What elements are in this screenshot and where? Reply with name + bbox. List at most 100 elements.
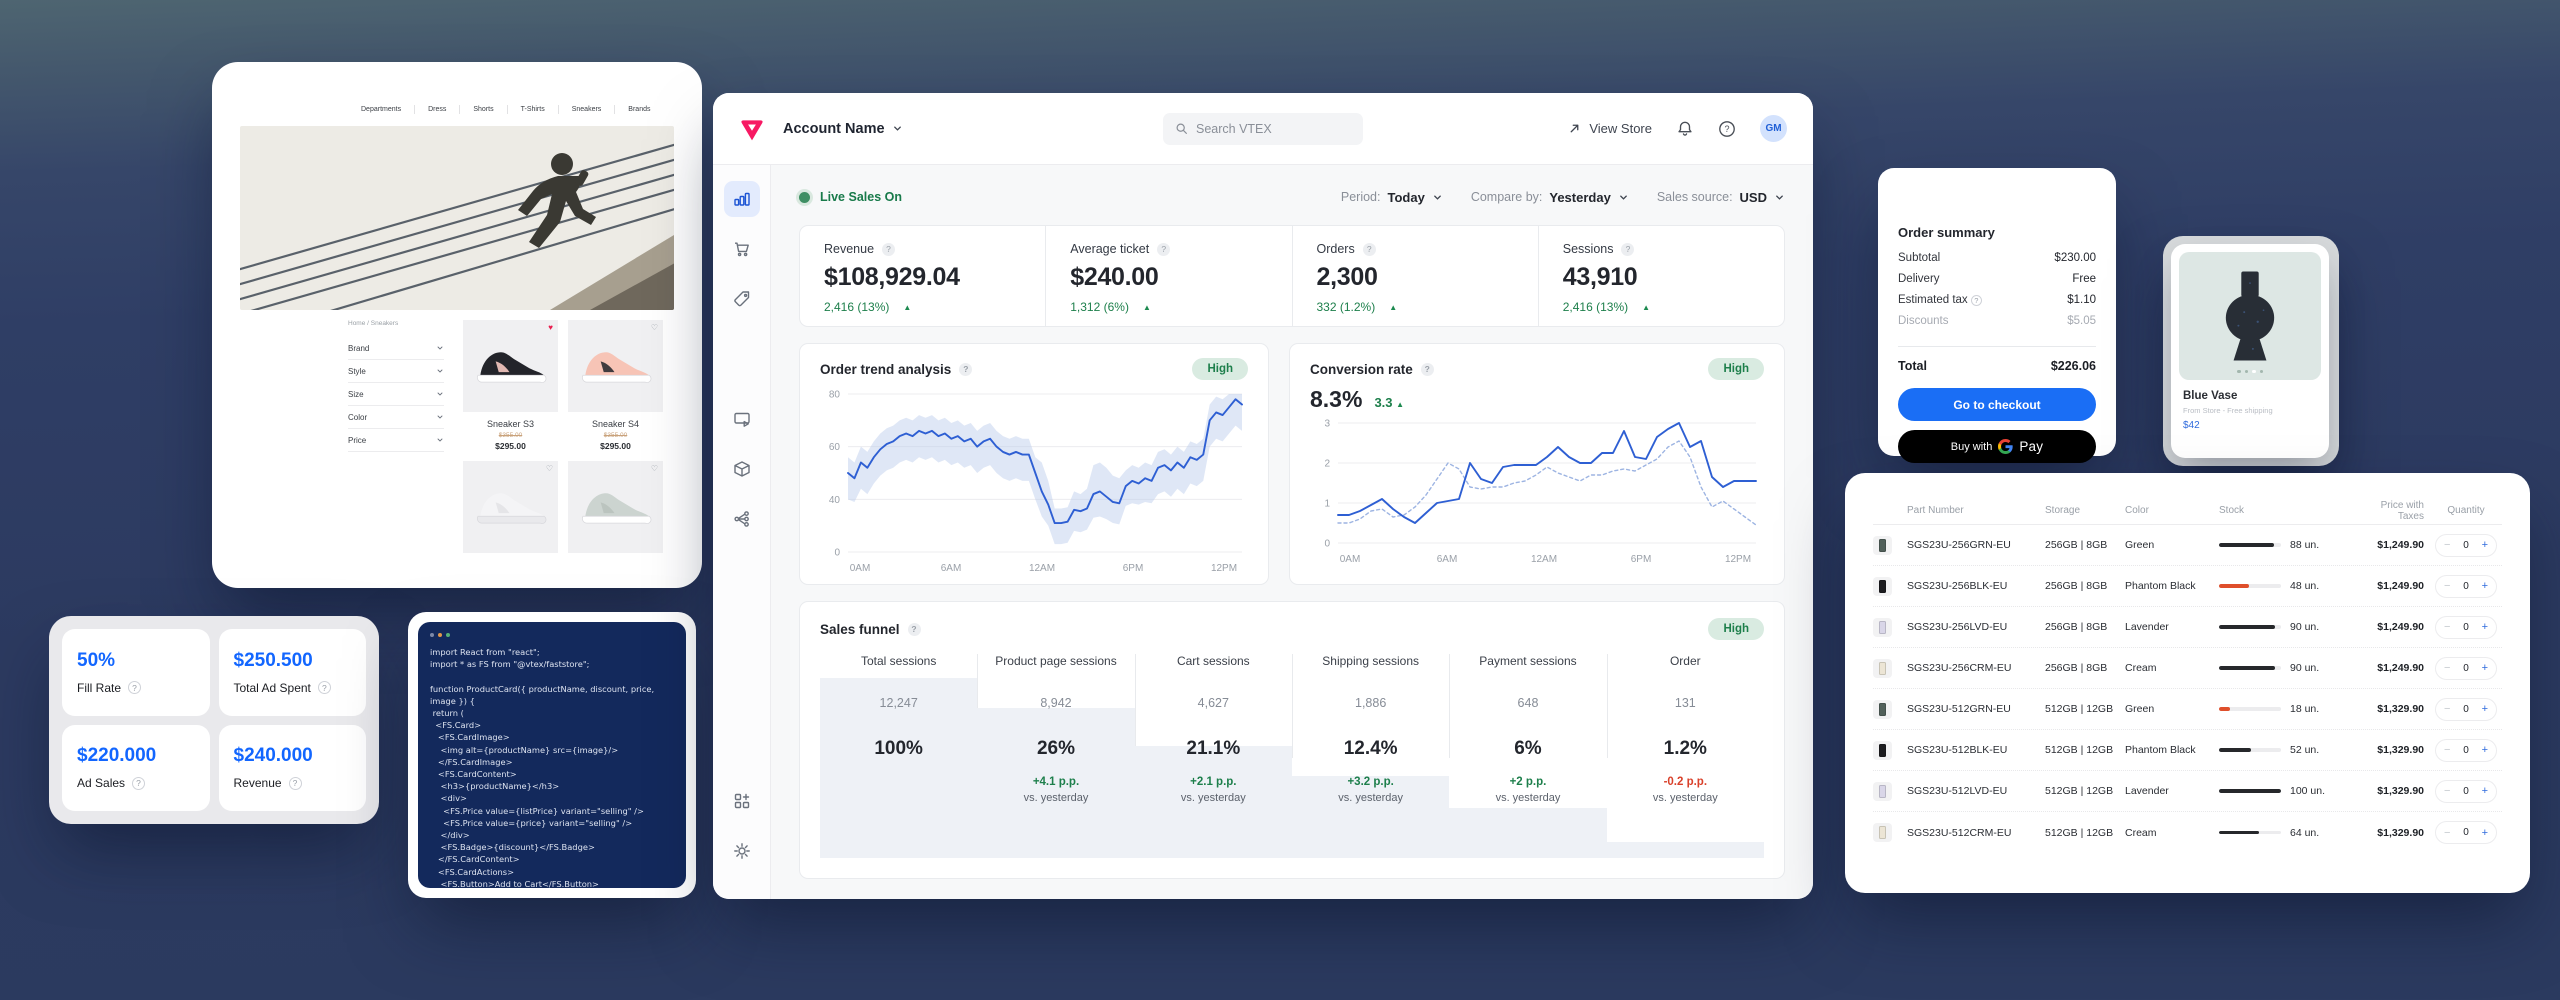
window-dot-green-icon	[446, 633, 450, 637]
global-search[interactable]	[1163, 112, 1363, 145]
storefront-product-card[interactable]: ♡ Sneaker S4 $355.00 $295.00	[568, 320, 663, 451]
sidebar-item-apps[interactable]	[724, 783, 760, 819]
help-badge-icon[interactable]: ?	[132, 776, 146, 790]
storefront-nav-item[interactable]: Shorts	[460, 104, 508, 114]
chevron-down-icon	[437, 392, 443, 396]
help-badge-icon[interactable]: ?	[907, 622, 921, 636]
storefront-product-card[interactable]: ♡	[568, 461, 663, 553]
help-badge-icon[interactable]: ?	[1970, 295, 1982, 306]
product-grid: ♥ Sneaker S3 $355.00 $295.00 ♡ Sneaker S4 $355…	[463, 320, 663, 553]
increment-button[interactable]: +	[2481, 580, 2488, 592]
storefront-filter-price[interactable]: Price	[348, 429, 444, 452]
storefront-filter-style[interactable]: Style	[348, 360, 444, 383]
search-input[interactable]	[1196, 121, 1346, 136]
help-badge-icon[interactable]: ?	[128, 681, 142, 695]
storefront-product-card[interactable]: ♥ Sneaker S3 $355.00 $295.00	[463, 320, 558, 451]
funnel-sessions: 4,627	[1197, 696, 1229, 710]
help-badge-icon[interactable]: ?	[1420, 362, 1434, 376]
sales-source-dropdown[interactable]: Sales source: USD	[1657, 190, 1785, 205]
storefront-nav-item[interactable]: Departments	[348, 104, 416, 114]
funnel-sessions: 8,942	[1040, 696, 1072, 710]
stock-label: 88 un.	[2290, 539, 2320, 551]
help-badge-icon[interactable]: ?	[1362, 242, 1376, 256]
sidebar-item-cart[interactable]	[724, 231, 760, 267]
sidebar-item-integrations[interactable]	[724, 501, 760, 537]
storage: 256GB | 8GB	[2045, 621, 2108, 633]
heart-filled-icon[interactable]: ♥	[548, 323, 553, 332]
view-store-link[interactable]: View Store	[1568, 121, 1652, 136]
help-badge-icon[interactable]: ?	[288, 776, 302, 790]
decrement-button[interactable]: −	[2444, 785, 2451, 797]
product-name: Blue Vase	[2183, 390, 2238, 402]
carousel-dot[interactable]	[2259, 369, 2263, 373]
runner-photo	[240, 126, 674, 310]
storefront-filter-brand[interactable]: Brand	[348, 337, 444, 360]
product-thumbnail	[1873, 658, 1892, 678]
help-icon[interactable]: ?	[1718, 120, 1736, 138]
decrement-button[interactable]: −	[2444, 539, 2451, 551]
table-row: SGS23U-256BLK-EU 256GB | 8GB Phantom Black…	[1873, 566, 2502, 607]
storage: 256GB | 8GB	[2045, 539, 2108, 551]
carousel-dot[interactable]	[2244, 369, 2248, 373]
increment-button[interactable]: +	[2481, 826, 2488, 839]
product-card-vase[interactable]: Blue Vase From Store - Free shipping $42	[2171, 244, 2329, 458]
increment-button[interactable]: +	[2481, 785, 2488, 797]
help-badge-icon[interactable]: ?	[1157, 242, 1171, 256]
heart-outline-icon[interactable]: ♡	[650, 464, 658, 473]
increment-button[interactable]: +	[2481, 621, 2488, 633]
compare-by-dropdown[interactable]: Compare by: Yesterday	[1471, 190, 1629, 205]
table-row: SGS23U-512GRN-EU 512GB | 12GB Green 18 un. $…	[1873, 689, 2502, 730]
help-badge-icon[interactable]: ?	[959, 362, 973, 376]
sidebar-item-bar-chart[interactable]	[723, 181, 760, 217]
account-selector[interactable]: Account Name	[783, 121, 903, 137]
decrement-button[interactable]: −	[2444, 580, 2451, 592]
user-avatar[interactable]: GM	[1760, 115, 1787, 142]
heart-outline-icon[interactable]: ♡	[545, 464, 553, 473]
ad-metric-card: $250.500 Total Ad Spent?	[218, 629, 366, 716]
carousel-dot[interactable]	[2237, 369, 2241, 373]
storefront-filter-color[interactable]: Color	[348, 406, 444, 429]
increment-button[interactable]: +	[2481, 662, 2488, 674]
chevron-down-icon	[893, 126, 901, 131]
increment-button[interactable]: +	[2481, 703, 2488, 715]
google-pay-button[interactable]: Buy with Pay	[1898, 430, 2096, 463]
decrement-button[interactable]: −	[2444, 744, 2451, 756]
part-number: SGS23U-256CRM-EU	[1907, 662, 2012, 674]
sidebar-item-tag[interactable]	[724, 281, 760, 317]
decrement-button[interactable]: −	[2444, 703, 2451, 715]
order-summary-row: Estimated tax ? $1.10	[1898, 294, 2096, 315]
chevron-down-icon	[437, 415, 443, 419]
funnel-shade	[1449, 808, 1607, 858]
decrement-button[interactable]: −	[2444, 621, 2451, 633]
increment-button[interactable]: +	[2481, 744, 2488, 756]
funnel-stage-2: Product page sessions 8,942 26% +4.1 p.p. vs…	[977, 652, 1135, 858]
table-row: SGS23U-256CRM-EU 256GB | 8GB Cream 90 un. $1…	[1873, 648, 2502, 689]
color: Green	[2125, 703, 2155, 715]
funnel-compare-label: vs. yesterday	[1180, 792, 1246, 804]
carousel-dot[interactable]	[2252, 369, 2256, 373]
period-dropdown[interactable]: Period: Today	[1341, 190, 1443, 205]
sidebar-item-storefront[interactable]	[724, 401, 760, 437]
storefront-product-card[interactable]: ♡	[463, 461, 558, 553]
decrement-button[interactable]: −	[2444, 662, 2451, 674]
color: Cream	[2125, 826, 2157, 839]
order-summary-row: Subtotal $230.00	[1898, 252, 2096, 273]
help-badge-icon[interactable]: ?	[1621, 242, 1635, 256]
increment-button[interactable]: +	[2481, 539, 2488, 551]
storefront-nav-item[interactable]: T-Shirts	[508, 104, 559, 114]
part-number: SGS23U-512LVD-EU	[1907, 785, 2008, 797]
storefront-nav-item[interactable]: Sneakers	[559, 104, 616, 114]
storefront-filter-size[interactable]: Size	[348, 383, 444, 406]
checkout-button[interactable]: Go to checkout	[1898, 388, 2096, 421]
heart-outline-icon[interactable]: ♡	[650, 323, 658, 332]
help-badge-icon[interactable]: ?	[317, 681, 331, 695]
storefront-nav-item[interactable]: Dress	[415, 104, 461, 114]
storefront-nav-item[interactable]: Brands	[628, 105, 651, 113]
live-sales-toggle[interactable]: Live Sales On	[799, 190, 902, 204]
sidebar-item-package[interactable]	[724, 451, 760, 487]
decrement-button[interactable]: −	[2444, 826, 2451, 839]
help-badge-icon[interactable]: ?	[882, 242, 896, 256]
sidebar-item-settings[interactable]	[724, 833, 760, 869]
notifications-bell-icon[interactable]	[1676, 120, 1694, 138]
funnel-sessions: 131	[1674, 696, 1696, 710]
